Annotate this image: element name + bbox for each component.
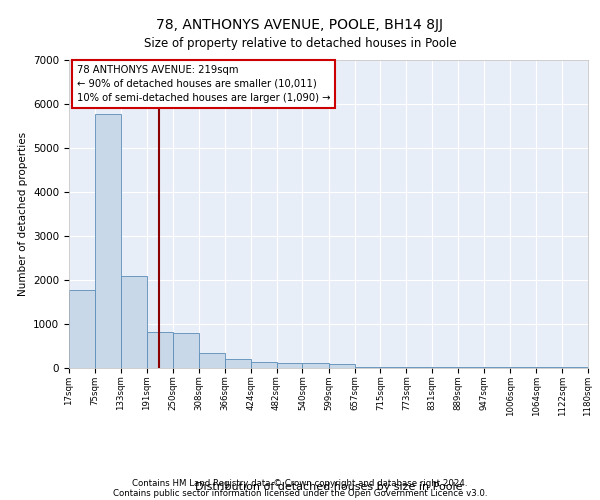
Text: Contains public sector information licensed under the Open Government Licence v3: Contains public sector information licen… bbox=[113, 488, 487, 498]
Bar bbox=[277, 363, 302, 368]
Text: Size of property relative to detached houses in Poole: Size of property relative to detached ho… bbox=[143, 38, 457, 51]
Y-axis label: Number of detached properties: Number of detached properties bbox=[17, 132, 28, 296]
Text: 78, ANTHONYS AVENUE, POOLE, BH14 8JJ: 78, ANTHONYS AVENUE, POOLE, BH14 8JJ bbox=[157, 18, 443, 32]
Bar bbox=[121, 276, 146, 368]
Bar bbox=[302, 363, 329, 368]
X-axis label: Distribution of detached houses by size in Poole: Distribution of detached houses by size … bbox=[195, 482, 462, 492]
Bar bbox=[225, 358, 251, 368]
Text: Contains HM Land Registry data © Crown copyright and database right 2024.: Contains HM Land Registry data © Crown c… bbox=[132, 478, 468, 488]
Bar bbox=[173, 333, 199, 368]
Text: 78 ANTHONYS AVENUE: 219sqm
← 90% of detached houses are smaller (10,011)
10% of : 78 ANTHONYS AVENUE: 219sqm ← 90% of deta… bbox=[77, 64, 330, 102]
Bar bbox=[69, 290, 95, 368]
Bar bbox=[95, 114, 121, 368]
Bar bbox=[251, 362, 277, 368]
Bar bbox=[199, 352, 225, 368]
Bar bbox=[146, 332, 173, 368]
Bar bbox=[329, 364, 355, 368]
